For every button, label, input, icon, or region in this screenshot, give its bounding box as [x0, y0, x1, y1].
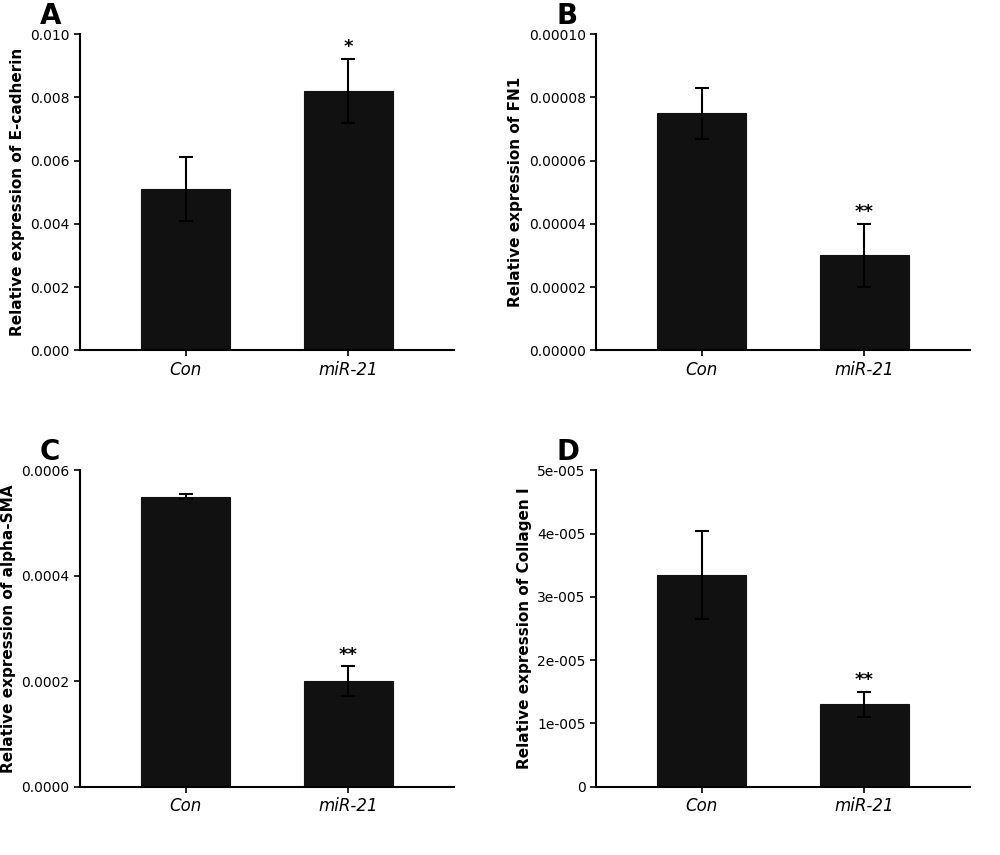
Bar	[820, 256, 909, 351]
Y-axis label: Relative expression of alpha-SMA: Relative expression of alpha-SMA	[1, 484, 16, 773]
Text: B: B	[556, 2, 577, 30]
Text: **: **	[855, 670, 874, 688]
Bar	[304, 91, 393, 351]
Bar	[141, 497, 230, 787]
Y-axis label: Relative expression of Collagen I: Relative expression of Collagen I	[517, 487, 532, 770]
Y-axis label: Relative expression of FN1: Relative expression of FN1	[508, 77, 523, 308]
Bar	[820, 705, 909, 787]
Bar	[657, 575, 746, 787]
Bar	[141, 189, 230, 351]
Text: C: C	[40, 439, 60, 466]
Text: D: D	[556, 439, 579, 466]
Text: **: **	[855, 203, 874, 221]
Text: A: A	[40, 2, 62, 30]
Y-axis label: Relative expression of E-cadherin: Relative expression of E-cadherin	[10, 48, 25, 336]
Bar	[657, 113, 746, 351]
Text: *: *	[344, 38, 353, 56]
Bar	[304, 681, 393, 787]
Text: **: **	[339, 646, 358, 664]
